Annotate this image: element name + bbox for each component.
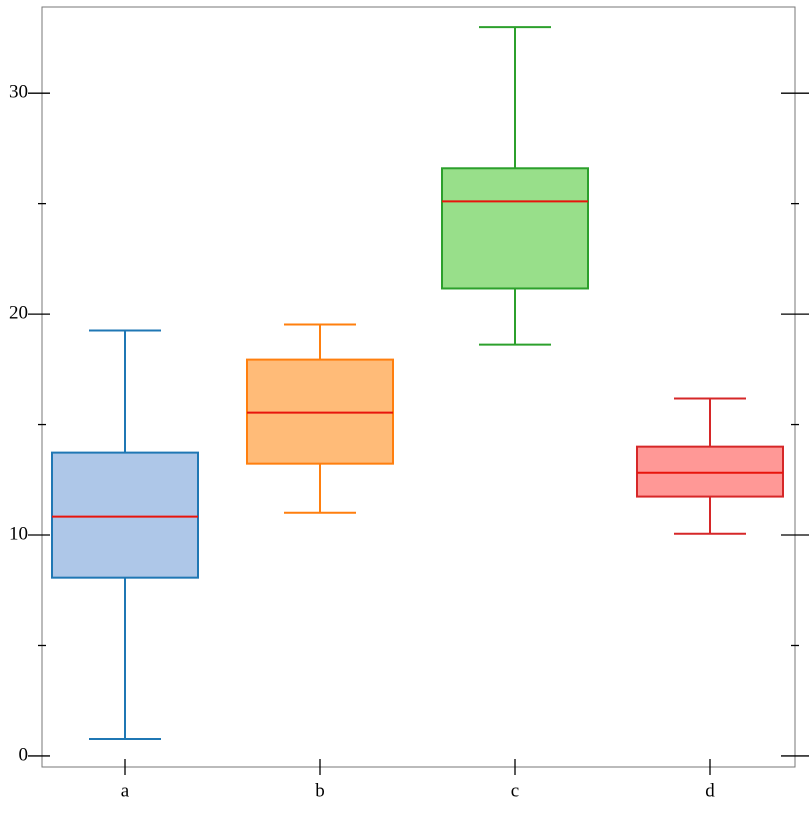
x-tick-label: a (121, 780, 130, 801)
plot-frame (41, 6, 796, 768)
box (51, 451, 199, 579)
y-tick-label: 30 (9, 82, 28, 103)
x-tick-label: c (511, 780, 519, 801)
box (441, 167, 589, 290)
box (636, 445, 784, 498)
x-tick-label: d (705, 780, 715, 801)
x-tick-label: b (315, 780, 325, 801)
y-tick-label: 20 (9, 302, 28, 323)
y-tick-label: 10 (9, 523, 28, 544)
y-tick-label: 0 (19, 744, 29, 765)
